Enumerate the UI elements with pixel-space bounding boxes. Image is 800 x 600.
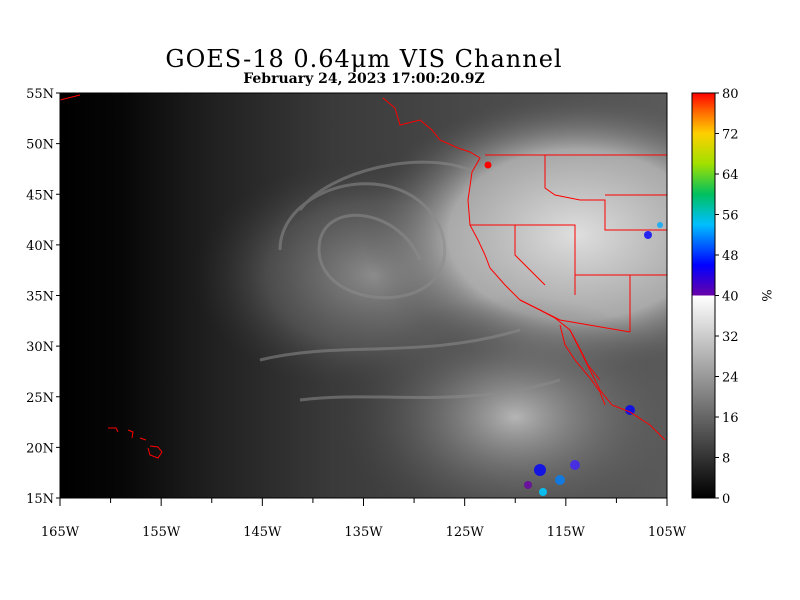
lat-tick-label: 55N bbox=[26, 87, 54, 102]
lon-tick-label: 105W bbox=[648, 525, 687, 540]
lat-tick-label: 25N bbox=[26, 391, 54, 406]
map-timestamp: February 24, 2023 17:00:20.9Z bbox=[243, 71, 485, 87]
colorbar-tick-label: 48 bbox=[722, 249, 739, 264]
colorbar-tick-label: 80 bbox=[722, 87, 739, 102]
political-boundaries bbox=[60, 94, 667, 459]
colorbar-tick-label: 0 bbox=[722, 492, 730, 507]
lon-tick-label: 125W bbox=[446, 525, 485, 540]
lon-tick-label: 135W bbox=[344, 525, 383, 540]
colorbar-unit: % bbox=[758, 289, 773, 301]
puget-marker bbox=[484, 161, 492, 169]
colorbar-gray-segment bbox=[692, 295, 715, 498]
us-states bbox=[470, 154, 667, 333]
lon-tick-label: 155W bbox=[142, 525, 181, 540]
lon-tick-label: 145W bbox=[243, 525, 282, 540]
colorbar-tick-label: 64 bbox=[722, 168, 739, 183]
lat-tick-label: 35N bbox=[26, 290, 54, 305]
map-frame bbox=[59, 92, 668, 499]
hawaii-islands bbox=[108, 427, 163, 459]
lat-tick-label: 15N bbox=[26, 492, 54, 507]
colorbar-color-segment bbox=[692, 93, 715, 296]
latitude-axis: 15N 20N 25N 30N 35N 40N 45N 50N 55N bbox=[26, 87, 60, 507]
satellite-image bbox=[60, 93, 667, 498]
colorbar: 0 8 16 24 32 40 48 56 64 72 80% bbox=[691, 87, 773, 507]
coastline-north bbox=[60, 94, 666, 441]
lat-tick-label: 50N bbox=[26, 138, 54, 153]
map-title: GOES-18 0.64μm VIS Channel bbox=[165, 45, 563, 73]
lat-tick-label: 30N bbox=[26, 340, 54, 355]
colorbar-tick-label: 40 bbox=[722, 290, 739, 305]
longitude-axis: 165W 155W 145W 135W 125W 115W 105W bbox=[41, 498, 687, 540]
baja-coast bbox=[559, 324, 606, 406]
precip-colors bbox=[524, 222, 663, 496]
colorbar-tick-label: 32 bbox=[722, 330, 739, 345]
colorbar-tick-label: 16 bbox=[722, 411, 739, 426]
lon-tick-label: 165W bbox=[41, 525, 80, 540]
colorbar-tick-label: 72 bbox=[722, 128, 739, 143]
lat-tick-label: 45N bbox=[26, 188, 54, 203]
cloud-swirl bbox=[259, 160, 561, 402]
lat-tick-label: 40N bbox=[26, 239, 54, 254]
lat-tick-label: 20N bbox=[26, 441, 54, 456]
colorbar-tick-label: 8 bbox=[722, 452, 730, 467]
colorbar-tick-label: 24 bbox=[722, 371, 739, 386]
colorbar-tick-label: 56 bbox=[722, 209, 739, 224]
lon-tick-label: 115W bbox=[547, 525, 586, 540]
